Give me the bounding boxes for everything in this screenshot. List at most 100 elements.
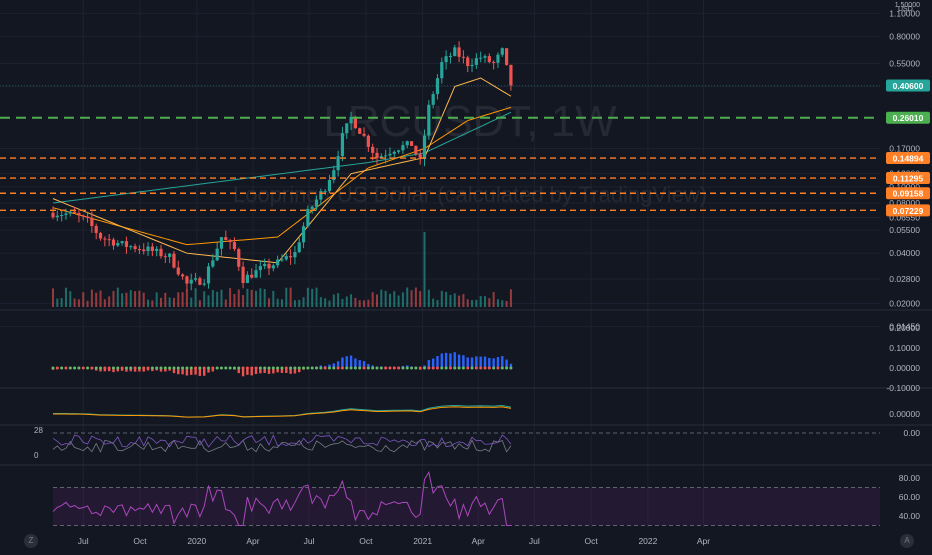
squeeze-dot <box>160 367 163 370</box>
candle-body <box>315 200 318 207</box>
squeeze-dot <box>453 367 456 370</box>
squeeze-dot <box>328 367 331 370</box>
squeeze-dot <box>488 367 491 370</box>
squeeze-dot <box>436 367 439 370</box>
candle-body <box>453 47 456 56</box>
timezone-button[interactable]: Z <box>24 534 38 548</box>
volume-bar <box>454 293 456 307</box>
price-tick-label: 0.01450 <box>889 322 920 332</box>
volume-bar <box>138 291 140 307</box>
candle-body <box>233 242 236 249</box>
time-tick-label: Jul <box>304 536 315 546</box>
candle-body <box>177 268 180 275</box>
candle-body <box>362 134 365 136</box>
squeeze-dot <box>125 367 128 370</box>
volume-bar <box>398 296 400 307</box>
volume-bar <box>285 288 287 307</box>
squeeze-dot <box>319 367 322 370</box>
squeeze-dot <box>242 367 245 370</box>
squeeze-dot <box>103 367 106 370</box>
candle-body <box>203 283 206 284</box>
squeeze-dot <box>181 367 184 370</box>
candle-body <box>509 65 512 86</box>
candle-body <box>121 241 124 243</box>
squeeze-dot <box>272 367 275 370</box>
candle-body <box>457 47 460 56</box>
momentum-tick-label: -0.10000 <box>886 383 920 393</box>
auto-scale-button[interactable]: A <box>900 534 914 548</box>
volume-bar <box>91 290 93 307</box>
squeeze-dot <box>471 367 474 370</box>
momentum-bar <box>341 357 343 368</box>
volume-bar <box>130 290 132 307</box>
candle-body <box>116 243 119 245</box>
rsi-band <box>53 488 880 526</box>
candle-body <box>51 213 54 217</box>
momentum-bar <box>501 356 503 368</box>
squeeze-dot <box>484 367 487 370</box>
squeeze-dot <box>440 367 443 370</box>
volume-bar <box>441 291 443 307</box>
volume-bar <box>281 299 283 307</box>
volume-bar <box>268 298 270 307</box>
squeeze-dot <box>401 367 404 370</box>
squeeze-dot <box>393 367 396 370</box>
candle-body <box>241 267 244 283</box>
volume-bar <box>61 298 63 307</box>
volume-bar <box>108 296 110 307</box>
volume-bar <box>406 287 408 307</box>
candle-body <box>181 274 184 276</box>
volume-bar <box>367 300 369 307</box>
squeeze-dot <box>203 367 206 370</box>
candle-body <box>427 105 430 136</box>
candle-body <box>224 237 227 240</box>
squeeze-dot <box>345 367 348 370</box>
volume-bar <box>264 289 266 307</box>
volume-bar <box>156 292 158 307</box>
volume-bar <box>78 299 80 307</box>
squeeze-dot <box>229 367 232 370</box>
squeeze-dot <box>255 367 258 370</box>
volume-bar <box>121 293 123 307</box>
squeeze-dot <box>306 367 309 370</box>
momentum-tick-label: 0.00000 <box>889 363 920 373</box>
squeeze-dot <box>198 367 201 370</box>
level-price-label: 0.11295 <box>893 174 924 184</box>
candle-body <box>211 260 214 266</box>
candle-body <box>466 57 469 66</box>
candle-body <box>306 209 309 226</box>
volume-bar <box>488 298 490 307</box>
candle-body <box>133 246 136 249</box>
price-tick-label: 0.05500 <box>889 225 920 235</box>
candle-body <box>483 56 486 58</box>
volume-bar <box>389 294 391 307</box>
volume-bar <box>458 296 460 307</box>
candle-body <box>82 215 85 216</box>
candle-body <box>246 275 249 283</box>
volume-bar <box>484 296 486 307</box>
candle-body <box>125 241 128 247</box>
volume-bar <box>87 301 89 307</box>
candle-body <box>393 152 396 154</box>
oscillator-tick-label: 0.00000 <box>889 409 920 419</box>
squeeze-dot <box>268 367 271 370</box>
last-price-label: 0.40600 <box>893 81 924 91</box>
squeeze-dot <box>155 367 158 370</box>
price-tick-label: 0.55000 <box>889 59 920 69</box>
squeeze-dot <box>250 367 253 370</box>
candle-body <box>159 249 162 256</box>
volume-bar <box>411 290 413 307</box>
adx-left-label: 28 <box>34 426 43 435</box>
candle-body <box>155 249 158 251</box>
squeeze-dot <box>276 367 279 370</box>
squeeze-dot <box>492 367 495 370</box>
volume-bar <box>229 288 231 307</box>
squeeze-dot <box>363 367 366 370</box>
volume-bar <box>432 299 434 307</box>
candle-body <box>95 226 98 233</box>
time-tick-label: Oct <box>359 536 373 546</box>
candle-body <box>64 214 67 215</box>
candle-body <box>168 254 171 257</box>
